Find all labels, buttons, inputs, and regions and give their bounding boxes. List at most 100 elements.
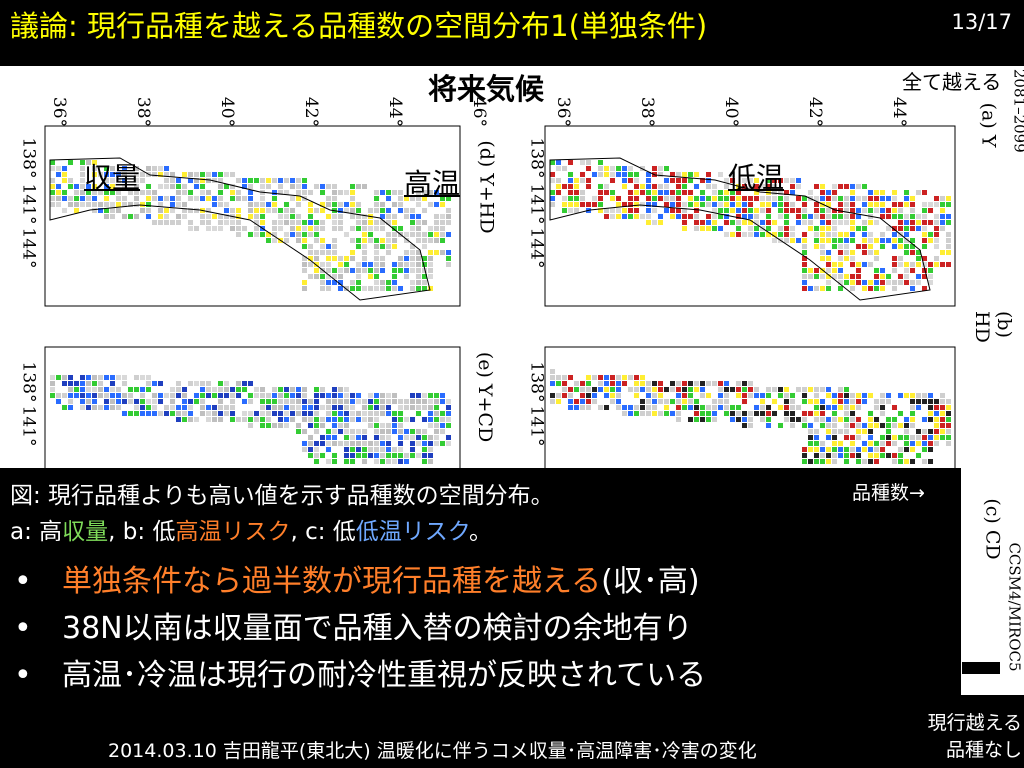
map-cell [820, 250, 825, 255]
panel-label-d: (d) Y+HD [475, 140, 498, 234]
map-cell [380, 190, 385, 195]
map-cell [814, 405, 819, 410]
map-cell [550, 172, 555, 177]
map-cell [248, 202, 253, 207]
map-cell [934, 226, 939, 231]
map-cell [748, 226, 753, 231]
map-cell [68, 405, 73, 410]
map-cell [778, 202, 783, 207]
map-cell [422, 208, 427, 213]
map-cell [446, 232, 451, 237]
map-cell [718, 214, 723, 219]
map-cell [296, 387, 301, 392]
map-cell [940, 417, 945, 422]
map-cell [616, 393, 621, 398]
map-cell [844, 387, 849, 392]
map-cell [652, 166, 657, 171]
map-cell [874, 453, 879, 458]
map-cell [826, 196, 831, 201]
map-cell [586, 160, 591, 165]
map-cell [122, 172, 127, 177]
map-cell [386, 393, 391, 398]
map-cell [272, 226, 277, 231]
map-cell [646, 411, 651, 416]
map-cell [344, 423, 349, 428]
map-cell [146, 202, 151, 207]
map-cell [568, 190, 573, 195]
map-cell [790, 208, 795, 213]
map-cell [392, 399, 397, 404]
map-cell [314, 184, 319, 189]
map-cell [248, 232, 253, 237]
map-cell [682, 208, 687, 213]
map-cell [802, 280, 807, 285]
map-cell [440, 238, 445, 243]
map-cell [434, 429, 439, 434]
map-cell [790, 226, 795, 231]
map-cell [634, 208, 639, 213]
map-cell [92, 387, 97, 392]
map-cell [802, 250, 807, 255]
map-cell [260, 232, 265, 237]
map-cell [676, 411, 681, 416]
map-cell [320, 393, 325, 398]
map-cell [868, 262, 873, 267]
map-panel-e [44, 346, 461, 471]
map-cell [892, 435, 897, 440]
map-cell [574, 399, 579, 404]
map-cell [814, 214, 819, 219]
map-cell [826, 220, 831, 225]
map-cell [86, 387, 91, 392]
map-cell [946, 417, 951, 422]
map-cell [748, 387, 753, 392]
map-cell [940, 393, 945, 398]
map-cell [278, 399, 283, 404]
map-cell [622, 411, 627, 416]
map-cell [808, 459, 813, 464]
map-cell [706, 220, 711, 225]
map-cell [50, 375, 55, 380]
map-cell [670, 202, 675, 207]
map-cell [826, 423, 831, 428]
map-cell [176, 184, 181, 189]
map-cell [874, 423, 879, 428]
map-cell [200, 184, 205, 189]
map-cell [880, 399, 885, 404]
map-cell [664, 190, 669, 195]
map-cell [344, 405, 349, 410]
map-cell [128, 393, 133, 398]
map-cell [592, 196, 597, 201]
map-cell [874, 220, 879, 225]
map-cell [832, 274, 837, 279]
map-cell [886, 196, 891, 201]
map-cell [940, 202, 945, 207]
map-cell [236, 196, 241, 201]
map-cell [874, 268, 879, 273]
map-cell [248, 214, 253, 219]
map-cell [302, 232, 307, 237]
map-cell [392, 453, 397, 458]
map-cell [158, 393, 163, 398]
map-cell [646, 381, 651, 386]
map-cell [194, 184, 199, 189]
map-cell [748, 411, 753, 416]
map-cell [278, 417, 283, 422]
map-cell [694, 214, 699, 219]
map-cell [56, 190, 61, 195]
map-cell [356, 411, 361, 416]
map-cell [820, 232, 825, 237]
map-cell [374, 453, 379, 458]
map-cell [742, 417, 747, 422]
map-cell [634, 387, 639, 392]
map-cell [326, 393, 331, 398]
map-cell [410, 393, 415, 398]
map-cell [356, 214, 361, 219]
map-cell [446, 405, 451, 410]
map-cell [568, 393, 573, 398]
map-cell [416, 435, 421, 440]
map-cell [146, 190, 151, 195]
map-cell [550, 369, 555, 374]
map-cell [616, 208, 621, 213]
map-cell [850, 190, 855, 195]
map-cell [880, 441, 885, 446]
